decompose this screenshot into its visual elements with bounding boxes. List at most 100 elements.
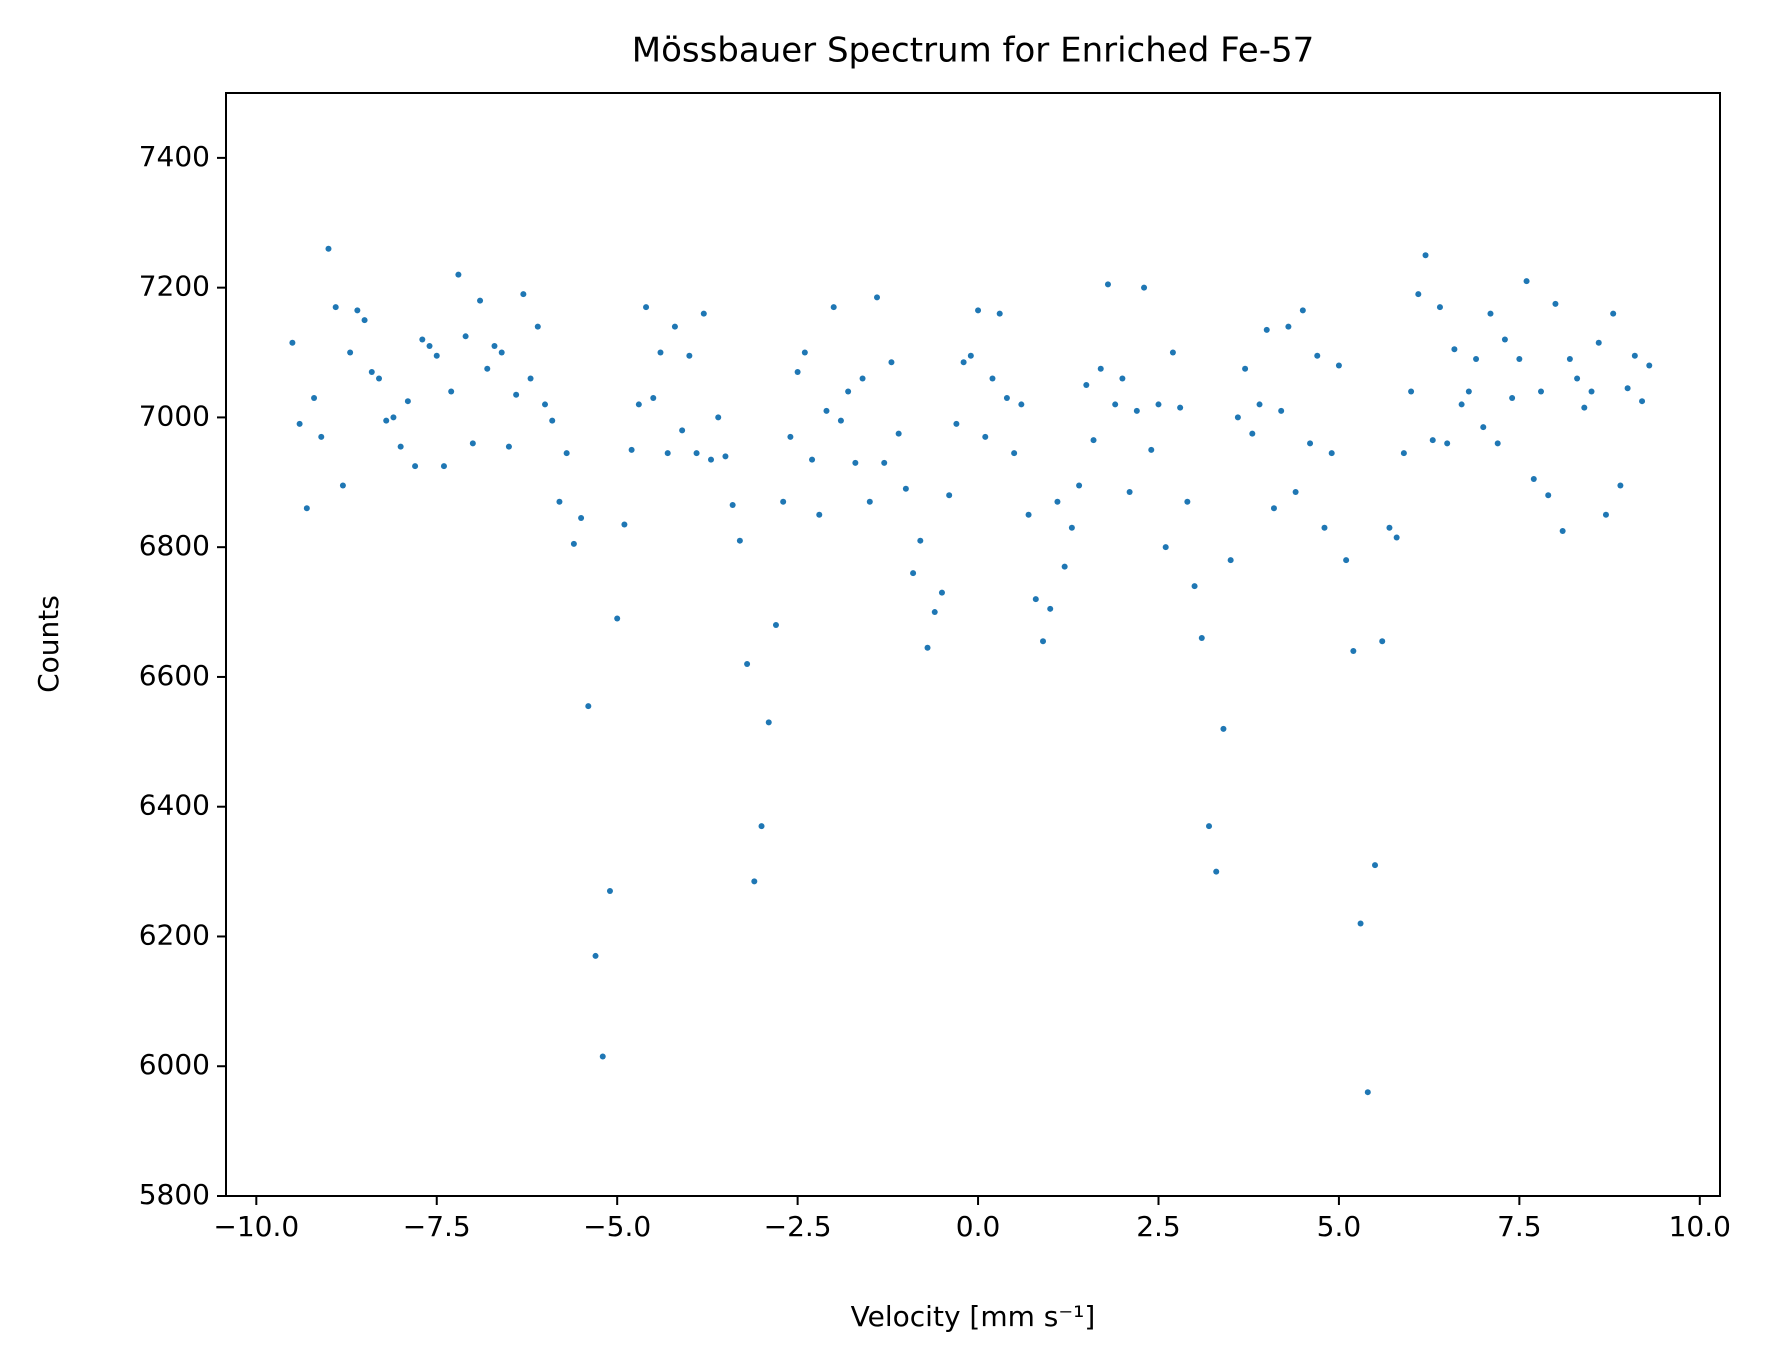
data-point <box>1061 563 1068 570</box>
data-point <box>1025 511 1032 518</box>
data-point <box>1162 544 1169 551</box>
data-point <box>1314 352 1321 359</box>
x-tick-label: 7.5 <box>1497 1210 1542 1243</box>
y-tick-label: 6800 <box>139 529 210 562</box>
data-point <box>440 463 447 470</box>
data-point <box>289 339 296 346</box>
data-point <box>1299 307 1306 314</box>
data-point <box>1126 489 1133 496</box>
data-point <box>1610 310 1617 317</box>
data-point <box>1436 304 1443 311</box>
data-point <box>606 888 613 895</box>
data-point <box>505 443 512 450</box>
data-point <box>1292 489 1299 496</box>
data-point <box>549 417 556 424</box>
data-point <box>1054 498 1061 505</box>
data-point <box>1343 557 1350 564</box>
data-point <box>347 349 354 356</box>
data-point <box>1465 388 1472 395</box>
data-point <box>412 463 419 470</box>
data-point <box>1234 414 1241 421</box>
data-point <box>1177 404 1184 411</box>
data-point <box>448 388 455 395</box>
data-point <box>542 401 549 408</box>
x-tick-label: −5.0 <box>583 1210 651 1243</box>
data-point <box>837 417 844 424</box>
data-point <box>1068 524 1075 531</box>
y-tick-label: 6600 <box>139 659 210 692</box>
y-axis-label: Counts <box>32 595 65 693</box>
data-point <box>311 394 318 401</box>
data-point <box>1393 534 1400 541</box>
data-point <box>1350 647 1357 654</box>
data-point <box>960 359 967 366</box>
data-point <box>1545 492 1552 499</box>
data-point <box>527 375 534 382</box>
data-point <box>1083 381 1090 388</box>
data-point <box>1487 310 1494 317</box>
data-point <box>376 375 383 382</box>
data-point <box>563 450 570 457</box>
y-tick-label: 6000 <box>139 1048 210 1081</box>
data-point <box>1213 868 1220 875</box>
data-point <box>1321 524 1328 531</box>
data-point <box>1184 498 1191 505</box>
x-tick-label: 10.0 <box>1669 1210 1731 1243</box>
data-point <box>910 570 917 577</box>
y-tick-label: 7200 <box>139 270 210 303</box>
data-point <box>1335 362 1342 369</box>
data-point <box>1480 424 1487 431</box>
data-point <box>700 310 707 317</box>
data-point <box>1206 823 1213 830</box>
data-point <box>874 294 881 301</box>
data-point <box>772 622 779 629</box>
x-tick-label: −7.5 <box>403 1210 471 1243</box>
data-point <box>332 304 339 311</box>
data-point <box>325 245 332 252</box>
data-point <box>975 307 982 314</box>
data-point <box>368 368 375 375</box>
data-point <box>859 375 866 382</box>
y-tick-label: 6400 <box>139 789 210 822</box>
data-point <box>462 333 469 340</box>
data-point <box>794 368 801 375</box>
data-point <box>1386 524 1393 531</box>
data-point <box>1364 1089 1371 1096</box>
data-point <box>469 440 476 447</box>
data-point <box>1011 450 1018 457</box>
data-point <box>1047 605 1054 612</box>
data-point <box>1494 440 1501 447</box>
data-point <box>1444 440 1451 447</box>
data-point <box>996 310 1003 317</box>
data-point <box>664 450 671 457</box>
data-point <box>433 352 440 359</box>
data-point <box>736 537 743 544</box>
data-point <box>708 456 715 463</box>
data-point <box>1523 278 1530 285</box>
data-point <box>1639 398 1646 405</box>
data-point <box>1429 437 1436 444</box>
data-point <box>888 359 895 366</box>
data-point <box>679 427 686 434</box>
data-point <box>686 352 693 359</box>
data-point <box>902 485 909 492</box>
data-point <box>397 443 404 450</box>
data-point <box>1169 349 1176 356</box>
data-point <box>1227 557 1234 564</box>
data-point <box>339 482 346 489</box>
data-point <box>830 304 837 311</box>
data-point <box>426 343 433 350</box>
data-point <box>917 537 924 544</box>
data-point <box>693 450 700 457</box>
data-point <box>809 456 816 463</box>
data-point <box>1646 362 1653 369</box>
data-point <box>1559 527 1566 534</box>
data-point <box>383 417 390 424</box>
data-point <box>715 414 722 421</box>
data-point <box>1133 407 1140 414</box>
data-point <box>1516 356 1523 363</box>
y-tick-label: 7400 <box>139 140 210 173</box>
data-point <box>628 446 635 453</box>
data-point <box>722 453 729 460</box>
x-tick-label: −10.0 <box>213 1210 299 1243</box>
